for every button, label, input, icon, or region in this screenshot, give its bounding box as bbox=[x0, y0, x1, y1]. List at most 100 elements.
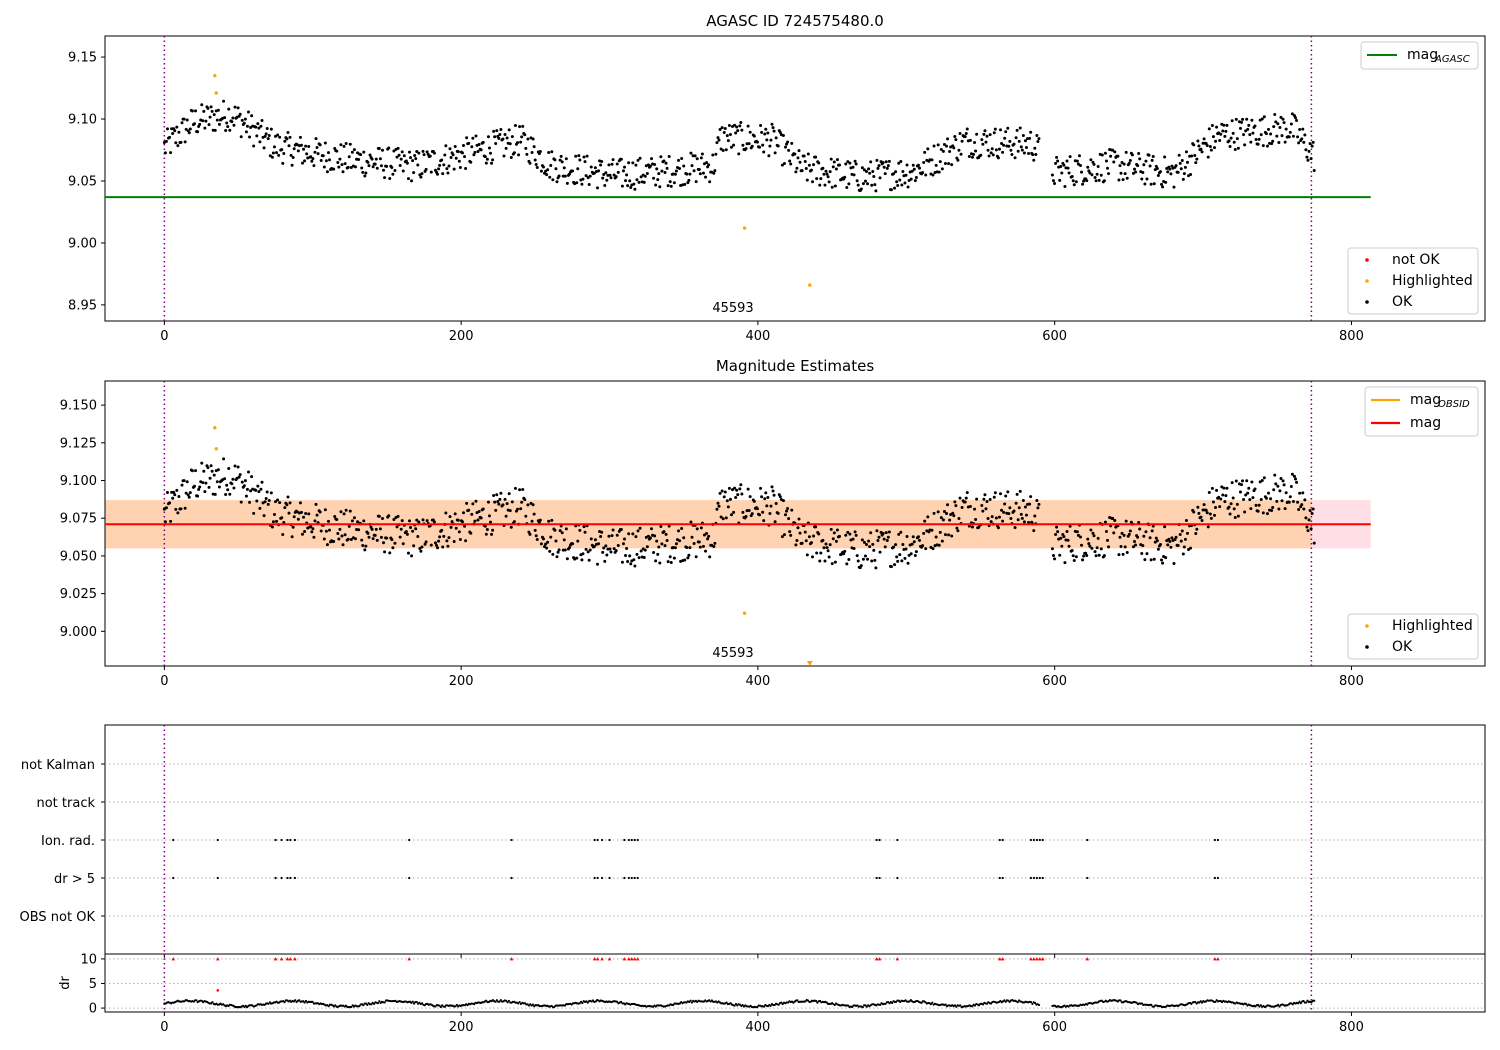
ok-point bbox=[1234, 117, 1238, 121]
ok-point bbox=[1290, 472, 1294, 476]
ok-point bbox=[385, 164, 389, 168]
ok-point bbox=[994, 516, 998, 520]
ok-point bbox=[1152, 557, 1156, 561]
ok-point bbox=[432, 151, 436, 155]
ok-point bbox=[479, 516, 483, 520]
ok-point bbox=[1168, 540, 1172, 544]
ok-point bbox=[574, 154, 578, 158]
ok-point bbox=[1223, 134, 1227, 138]
ok-point bbox=[1059, 536, 1063, 540]
ok-point bbox=[805, 178, 809, 182]
ok-point bbox=[164, 139, 168, 143]
ok-point bbox=[766, 495, 770, 499]
ok-point bbox=[909, 552, 913, 556]
ok-point bbox=[844, 533, 848, 537]
ok-point bbox=[465, 136, 469, 140]
flag-point bbox=[623, 838, 626, 842]
dr-point bbox=[200, 999, 203, 1002]
ok-point bbox=[567, 546, 571, 550]
x-tick-label: 0 bbox=[160, 674, 168, 689]
ok-point bbox=[677, 158, 681, 162]
ok-point bbox=[829, 157, 833, 161]
ok-point bbox=[1200, 519, 1204, 523]
ok-point bbox=[881, 161, 885, 165]
ok-point bbox=[975, 132, 979, 136]
ok-point bbox=[633, 187, 637, 191]
ok-point bbox=[441, 172, 445, 176]
ok-point bbox=[362, 519, 366, 523]
ok-point bbox=[939, 147, 943, 151]
ok-point bbox=[405, 161, 409, 165]
ok-point bbox=[875, 529, 879, 533]
ok-point bbox=[1128, 529, 1132, 533]
ok-point bbox=[366, 531, 370, 535]
ok-point bbox=[701, 544, 705, 548]
ok-point bbox=[593, 166, 597, 170]
ok-point bbox=[270, 525, 274, 529]
ok-point bbox=[487, 146, 491, 150]
dr-point bbox=[796, 999, 799, 1002]
ok-point bbox=[910, 169, 914, 173]
ok-point bbox=[761, 510, 765, 514]
ok-point bbox=[769, 138, 773, 142]
dr-point bbox=[756, 1005, 759, 1009]
ok-point bbox=[198, 485, 202, 489]
ok-point bbox=[504, 514, 508, 518]
ok-point bbox=[704, 175, 708, 179]
ok-point bbox=[176, 511, 180, 515]
ok-point bbox=[1081, 182, 1085, 186]
ok-point bbox=[550, 150, 554, 154]
ok-point bbox=[621, 169, 625, 173]
dr-point bbox=[1140, 1002, 1144, 1005]
ok-point bbox=[1000, 508, 1004, 512]
dr-point bbox=[334, 1004, 337, 1007]
ok-point bbox=[726, 139, 730, 143]
agasc-obsid-label: 45593 bbox=[712, 301, 753, 316]
ok-point bbox=[337, 165, 341, 169]
ok-point bbox=[760, 130, 764, 134]
ok-point bbox=[558, 529, 562, 533]
ok-point bbox=[898, 553, 902, 557]
ok-point bbox=[1065, 159, 1069, 163]
ok-point bbox=[658, 185, 662, 189]
magnitude-line-legend: mag OBSID mag bbox=[1364, 386, 1479, 437]
ok-point bbox=[940, 539, 944, 543]
ok-point bbox=[597, 542, 601, 546]
ok-point bbox=[491, 528, 495, 532]
ok-point bbox=[729, 145, 733, 149]
ok-point bbox=[208, 476, 212, 480]
ok-point bbox=[956, 158, 960, 162]
ok-point bbox=[865, 542, 869, 546]
ok-point bbox=[324, 529, 328, 533]
ok-point bbox=[418, 547, 422, 551]
dr-point bbox=[733, 1004, 736, 1007]
ok-point bbox=[773, 520, 777, 524]
ok-point bbox=[323, 508, 327, 512]
ok-point bbox=[1274, 120, 1278, 124]
ok-point bbox=[1150, 158, 1154, 162]
dr-point bbox=[816, 1001, 819, 1004]
ok-point bbox=[1070, 549, 1074, 553]
dr-point bbox=[688, 1000, 691, 1004]
ok-point bbox=[765, 504, 769, 508]
ok-point bbox=[687, 178, 691, 182]
ok-point bbox=[1221, 493, 1225, 497]
ok-point bbox=[410, 179, 414, 183]
ok-point bbox=[187, 131, 191, 135]
ok-point bbox=[1246, 491, 1250, 495]
ok-point bbox=[440, 158, 444, 162]
ok-point bbox=[701, 171, 705, 175]
flag-point bbox=[600, 838, 604, 842]
ok-point bbox=[1012, 509, 1016, 513]
ok-point bbox=[1096, 536, 1100, 540]
ok-point bbox=[165, 127, 169, 131]
ok-point bbox=[882, 165, 886, 169]
ok-point bbox=[656, 178, 660, 182]
ok-point bbox=[499, 127, 503, 131]
ok-point bbox=[481, 140, 485, 144]
ok-point bbox=[521, 124, 525, 128]
ok-point bbox=[909, 177, 913, 181]
ok-point bbox=[437, 167, 441, 171]
ok-point bbox=[997, 147, 1001, 151]
ok-point bbox=[217, 122, 221, 126]
